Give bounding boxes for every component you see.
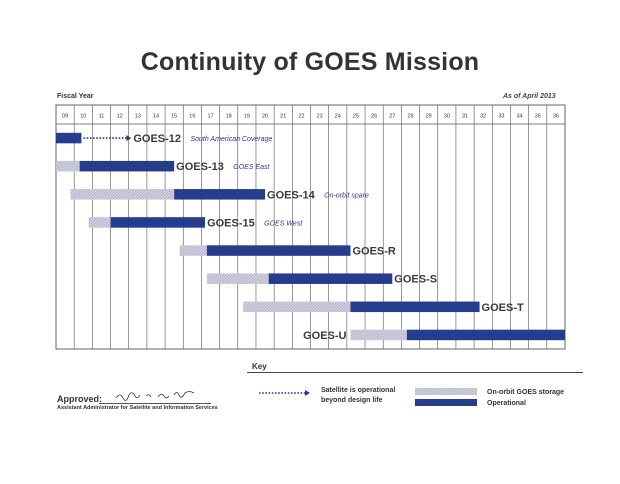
mission-name: GOES-14	[267, 189, 316, 201]
mission-note: GOES West	[264, 220, 303, 227]
signature	[115, 391, 195, 401]
year-tick-label: 15	[171, 114, 177, 120]
key-extended-line-1: Satellite is operational	[321, 387, 396, 394]
year-tick-label: 17	[207, 114, 213, 120]
mission-name: GOES-13	[176, 161, 224, 173]
year-tick-label: 24	[335, 114, 341, 120]
mission-name: GOES-15	[207, 217, 255, 229]
key-operational-swatch	[415, 399, 477, 406]
storage-bar	[206, 273, 269, 284]
key-title: Key	[252, 362, 267, 371]
operational-bar	[406, 329, 565, 341]
year-tick-label: 34	[516, 114, 522, 120]
year-tick-label: 12	[117, 114, 123, 120]
key-extended-line-2: beyond design life	[321, 397, 383, 404]
storage-bar	[56, 160, 80, 172]
key-storage-swatch	[415, 388, 477, 395]
year-tick-label: 23	[317, 114, 323, 120]
mission-name: GOES-12	[133, 133, 181, 145]
key-divider	[247, 372, 583, 373]
year-tick-label: 30	[444, 114, 450, 120]
year-tick-label: 20	[262, 114, 268, 120]
mission-name: GOES-R	[352, 246, 395, 258]
year-tick-label: 21	[280, 114, 286, 120]
mission-name: GOES-S	[394, 274, 437, 286]
year-tick-label: 26	[371, 114, 377, 120]
year-tick-label: 29	[426, 114, 432, 120]
year-tick-label: 36	[553, 114, 559, 120]
year-tick-label: 25	[353, 114, 359, 120]
key-swatches	[259, 388, 477, 406]
operational-bar	[79, 160, 175, 172]
storage-bar	[70, 189, 175, 200]
key-extended-arrow	[305, 390, 310, 396]
year-tick-label: 19	[244, 114, 250, 120]
key-storage-label: On-orbit GOES storage	[487, 389, 565, 396]
year-tick-label: 33	[498, 114, 504, 120]
year-tick-label: 10	[80, 114, 86, 120]
fiscal-year-label: Fiscal Year	[57, 93, 94, 100]
operational-bar	[206, 245, 351, 256]
storage-bar	[88, 217, 111, 228]
year-tick-label: 16	[189, 114, 195, 120]
key-operational-label: Operational	[487, 400, 526, 407]
year-tick-label: 32	[480, 114, 486, 120]
storage-bar	[243, 301, 351, 313]
mission-labels: GOES-12 South American Coverage GOES-13 GOE…	[133, 133, 524, 342]
year-tick-label: 27	[389, 114, 395, 120]
year-tick-label: 28	[407, 114, 413, 120]
year-tick-label: 31	[462, 114, 468, 120]
mission-note: South American Coverage	[190, 136, 272, 143]
operational-bar	[56, 132, 82, 144]
year-tick-label: 11	[99, 114, 105, 120]
mission-name: GOES-T	[482, 302, 524, 314]
signature-line	[99, 403, 211, 404]
year-tick-label: 09	[62, 114, 68, 120]
year-tick-label: 22	[298, 114, 304, 120]
approver-title: Assistant Administrator for Satellite an…	[57, 405, 218, 411]
key-extended-label: Satellite is operational beyond design l…	[321, 386, 395, 406]
page-title: Continuity of GOES Mission	[140, 48, 480, 76]
operational-bar	[174, 189, 266, 200]
storage-bar	[179, 245, 207, 256]
as-of-date: As of April 2013	[503, 93, 556, 100]
year-tick-label: 18	[226, 114, 232, 120]
mission-note: On-orbit spare	[324, 192, 369, 199]
storage-bar	[350, 329, 407, 341]
operational-bar	[350, 301, 480, 313]
extended-life-arrow	[126, 135, 132, 142]
operational-bar	[110, 217, 206, 228]
mission-note: GOES East	[233, 164, 270, 171]
year-tick-label: 13	[135, 114, 141, 120]
approved-label: Approved:	[57, 394, 102, 404]
operational-bar	[268, 273, 393, 284]
mission-bars	[56, 132, 565, 341]
year-tick-label: 14	[153, 114, 159, 120]
year-tick-label: 35	[535, 114, 541, 120]
mission-name: GOES-U	[303, 330, 346, 342]
